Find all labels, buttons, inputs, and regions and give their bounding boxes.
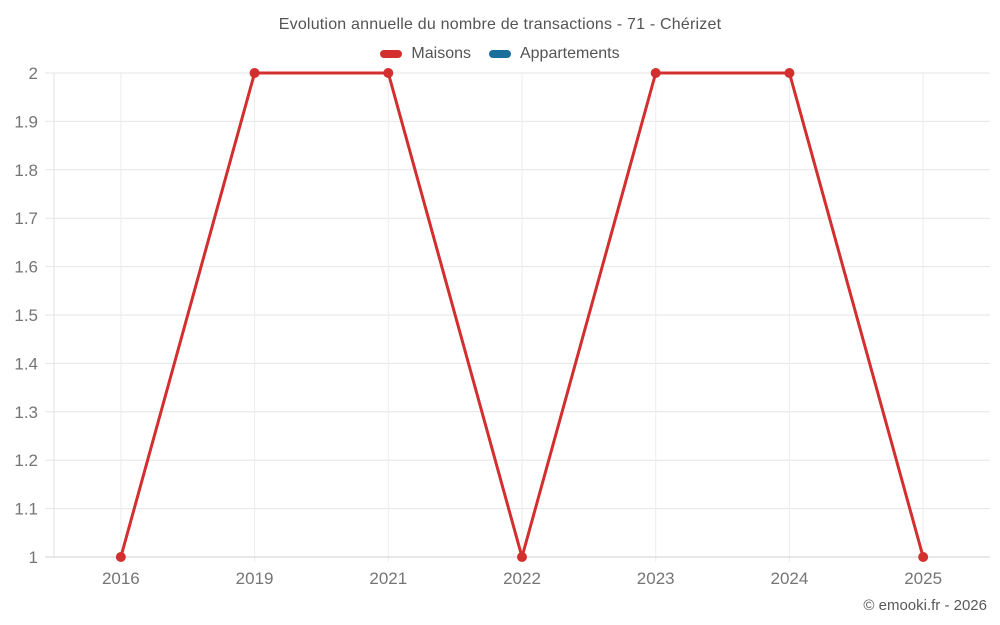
svg-text:2024: 2024 <box>771 569 809 588</box>
svg-text:2016: 2016 <box>102 569 140 588</box>
legend-item-maisons[interactable]: Maisons <box>380 45 471 63</box>
copyright-watermark: © emooki.fr - 2026 <box>863 597 987 614</box>
svg-text:1.5: 1.5 <box>14 306 38 325</box>
svg-text:1.9: 1.9 <box>14 112 38 131</box>
svg-text:2022: 2022 <box>503 569 541 588</box>
svg-text:1: 1 <box>29 548 38 567</box>
svg-text:1.7: 1.7 <box>14 209 38 228</box>
svg-text:2021: 2021 <box>369 569 407 588</box>
chart-legend: Maisons Appartements <box>0 45 1000 63</box>
maisons-series-swatch-icon <box>380 50 403 58</box>
svg-text:2019: 2019 <box>236 569 274 588</box>
legend-label-appartements: Appartements <box>519 45 620 62</box>
chart-title: Evolution annuelle du nombre de transact… <box>278 16 722 33</box>
svg-text:1.2: 1.2 <box>14 451 38 470</box>
svg-text:1.6: 1.6 <box>14 258 38 277</box>
appartements-series-swatch-icon <box>488 50 511 58</box>
svg-text:2: 2 <box>29 64 38 83</box>
svg-text:2025: 2025 <box>904 569 942 588</box>
svg-text:1.4: 1.4 <box>14 354 38 373</box>
svg-text:1.8: 1.8 <box>14 161 38 180</box>
legend-item-appartements[interactable]: Appartements <box>488 45 620 63</box>
legend-label-maisons: Maisons <box>411 45 471 62</box>
svg-text:1.3: 1.3 <box>14 403 38 422</box>
svg-text:1.1: 1.1 <box>14 500 38 519</box>
svg-text:2023: 2023 <box>637 569 675 588</box>
